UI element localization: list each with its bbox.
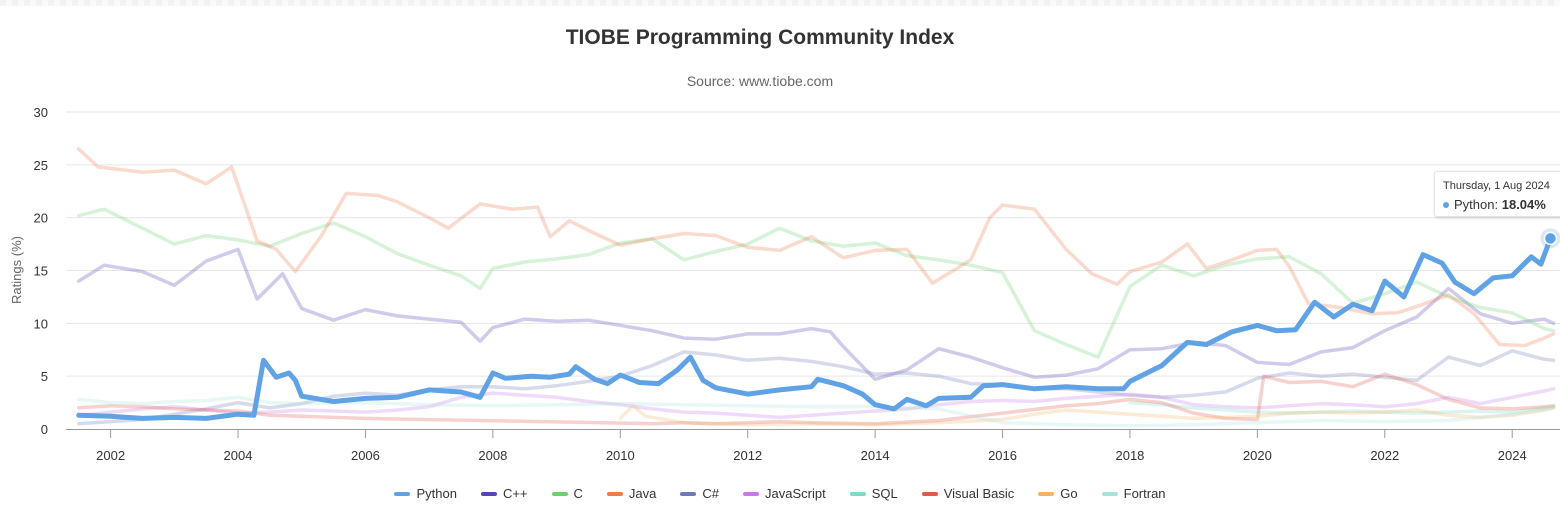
gridlines bbox=[66, 111, 1560, 377]
axes: 0 5 10 15 20 25 30 2002 2004 2006 2008 2010 2012 2014… bbox=[34, 105, 1560, 463]
tooltip-date: Thursday, 1 Aug 2024 bbox=[1443, 180, 1550, 192]
series-line-c[interactable] bbox=[76, 207, 1556, 359]
legend-label: Python bbox=[416, 486, 457, 501]
hover-point[interactable] bbox=[1543, 231, 1558, 246]
x-tick-label: 2014 bbox=[861, 448, 890, 463]
y-tick-label: 30 bbox=[34, 105, 48, 120]
x-tick-label: 2006 bbox=[351, 448, 380, 463]
x-tick-label: 2022 bbox=[1370, 448, 1399, 463]
y-tick-label: 20 bbox=[34, 211, 48, 226]
chart-legend: Python C++ C Java C# JavaScript SQL Visual Basi… bbox=[0, 486, 1560, 501]
series-line-javascript[interactable] bbox=[76, 387, 1556, 420]
x-tick-label: 2010 bbox=[606, 448, 635, 463]
hover-tooltip: Thursday, 1 Aug 2024 Python: 18.04% bbox=[1434, 171, 1560, 217]
y-tick-label: 10 bbox=[34, 316, 48, 331]
top-border-strip bbox=[0, 0, 1560, 6]
series-line-c-[interactable] bbox=[76, 247, 1556, 382]
legend-item-go[interactable]: Go bbox=[1038, 486, 1078, 501]
legend-label: JavaScript bbox=[765, 486, 826, 501]
x-tick-label: 2002 bbox=[96, 448, 125, 463]
series-line-java[interactable] bbox=[76, 147, 1556, 348]
legend-item-c[interactable]: C bbox=[551, 486, 583, 501]
chart-subtitle: Source: www.tiobe.com bbox=[686, 73, 834, 89]
legend-item-java[interactable]: Java bbox=[606, 486, 657, 501]
legend-label: C++ bbox=[502, 486, 528, 501]
series-line-c-[interactable] bbox=[76, 349, 1556, 426]
series-line-sql[interactable] bbox=[1128, 400, 1556, 415]
legend-label: Java bbox=[628, 486, 657, 501]
legend-label: SQL bbox=[871, 486, 898, 501]
series-line-go[interactable] bbox=[618, 404, 1556, 427]
x-tick-label: 2008 bbox=[478, 448, 507, 463]
legend-swatch-icon bbox=[1038, 491, 1055, 496]
legend-label: C# bbox=[702, 486, 719, 501]
x-tick-label: 2024 bbox=[1498, 448, 1527, 463]
series-line-fortran[interactable] bbox=[76, 395, 1556, 428]
x-tick-label: 2012 bbox=[733, 448, 762, 463]
legend-swatch-icon bbox=[480, 491, 497, 496]
x-tick-label: 2020 bbox=[1243, 448, 1272, 463]
x-tick-label: 2018 bbox=[1115, 448, 1144, 463]
legend-swatch-icon bbox=[551, 491, 568, 496]
legend-item-python[interactable]: Python bbox=[394, 486, 457, 501]
y-tick-label: 25 bbox=[34, 158, 48, 173]
y-tick-label: 0 bbox=[41, 422, 48, 437]
legend-label: Visual Basic bbox=[943, 486, 1015, 501]
legend-label: Fortran bbox=[1123, 486, 1166, 501]
legend-item-c-[interactable]: C++ bbox=[480, 486, 528, 501]
legend-item-visual-basic[interactable]: Visual Basic bbox=[921, 486, 1015, 501]
y-tick-label: 15 bbox=[34, 264, 48, 279]
y-axis-title: Ratings (%) bbox=[9, 236, 24, 304]
legend-swatch-icon bbox=[743, 491, 759, 496]
tooltip-series-name: Python bbox=[1454, 197, 1495, 212]
tooltip-dot-icon bbox=[1443, 202, 1449, 208]
series-lines bbox=[76, 147, 1560, 428]
legend-item-sql[interactable]: SQL bbox=[849, 486, 898, 501]
legend-swatch-icon bbox=[394, 491, 411, 496]
series-line-python[interactable] bbox=[76, 235, 1553, 421]
legend-label: Go bbox=[1060, 486, 1078, 501]
legend-label: C bbox=[573, 486, 583, 501]
legend-swatch-icon bbox=[1101, 491, 1118, 496]
legend-swatch-icon bbox=[680, 491, 697, 496]
chart-title: TIOBE Programming Community Index bbox=[565, 26, 955, 49]
legend-item-fortran[interactable]: Fortran bbox=[1101, 486, 1166, 501]
legend-item-c-[interactable]: C# bbox=[680, 486, 719, 501]
tooltip-row: Python: 18.04% bbox=[1443, 197, 1560, 212]
tooltip-value: 18.04% bbox=[1501, 197, 1546, 212]
legend-swatch-icon bbox=[606, 491, 623, 496]
x-tick-label: 2004 bbox=[224, 448, 253, 463]
x-tick-label: 2016 bbox=[988, 448, 1017, 463]
legend-swatch-icon bbox=[849, 491, 866, 496]
series-line-visual-basic[interactable] bbox=[76, 372, 1556, 426]
legend-swatch-icon bbox=[921, 491, 938, 496]
y-tick-label: 5 bbox=[41, 369, 48, 384]
legend-item-javascript[interactable]: JavaScript bbox=[743, 486, 826, 501]
